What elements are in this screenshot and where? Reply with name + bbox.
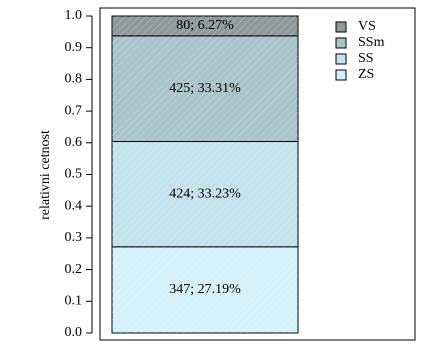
value-label: 80; 6.27% — [176, 18, 234, 33]
legend-swatch — [335, 69, 347, 81]
legend-swatch — [335, 21, 347, 33]
legend-label: VS — [358, 19, 376, 34]
legend-label: SS — [358, 51, 374, 66]
bar-hatch — [112, 141, 298, 247]
bar-hatch — [112, 246, 298, 333]
legend-label: SSm — [358, 35, 385, 50]
y-tick-label: 0.7 — [65, 103, 83, 118]
y-tick-label: 0.0 — [65, 325, 83, 340]
value-label: 347; 27.19% — [169, 282, 241, 297]
y-tick-label: 0.4 — [65, 198, 83, 213]
y-tick-label: 1.0 — [65, 8, 83, 23]
y-tick-label: 0.5 — [65, 167, 83, 182]
y-tick-label: 0.3 — [65, 230, 83, 245]
value-label: 425; 33.31% — [169, 81, 241, 96]
value-label: 424; 33.23% — [169, 186, 241, 201]
plot-frame — [99, 7, 416, 341]
legend-label: ZS — [358, 67, 374, 82]
bar-hatch — [112, 16, 298, 36]
y-tick-label: 0.6 — [65, 135, 83, 150]
bar-hatch — [112, 35, 298, 142]
legend-swatch — [335, 37, 347, 49]
y-tick-label: 0.8 — [65, 72, 83, 87]
y-axis-label: relativni cetnost — [38, 130, 53, 220]
y-tick-label: 0.2 — [65, 262, 83, 277]
y-tick-label: 0.9 — [65, 40, 83, 55]
y-tick-label: 0.1 — [65, 294, 83, 309]
legend-swatch — [335, 53, 347, 65]
